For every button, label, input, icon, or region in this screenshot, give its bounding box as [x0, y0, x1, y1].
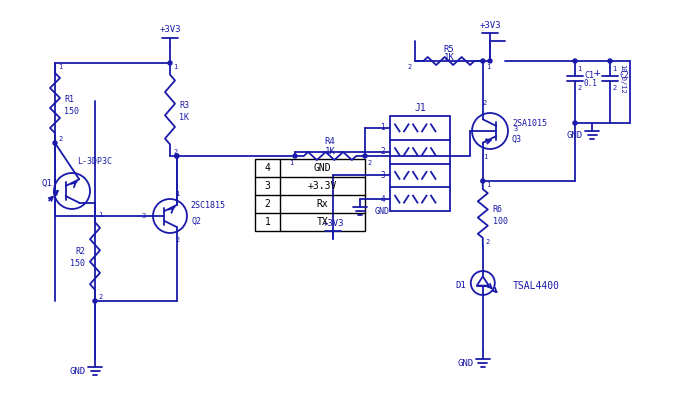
Text: 1: 1: [288, 160, 293, 166]
Text: 1: 1: [58, 64, 62, 70]
Text: 2: 2: [58, 136, 62, 142]
Circle shape: [293, 154, 297, 158]
Text: +3V3: +3V3: [322, 219, 344, 227]
Text: GND: GND: [70, 367, 86, 375]
Text: 2: 2: [367, 160, 371, 166]
Text: 4: 4: [380, 194, 385, 204]
Circle shape: [168, 61, 172, 65]
Text: L-3DP3C: L-3DP3C: [77, 156, 112, 166]
Text: 1: 1: [483, 154, 487, 160]
Text: 2: 2: [577, 85, 581, 91]
Text: 1K: 1K: [444, 53, 454, 63]
Circle shape: [481, 179, 485, 183]
Circle shape: [481, 59, 485, 63]
Circle shape: [573, 121, 577, 125]
Text: 3: 3: [514, 126, 518, 132]
Text: GND: GND: [567, 130, 583, 140]
Text: 2SC1815: 2SC1815: [190, 201, 225, 211]
Text: 1: 1: [577, 66, 581, 72]
Text: 1: 1: [486, 182, 490, 188]
Text: 2: 2: [175, 237, 179, 243]
Text: GND: GND: [375, 207, 390, 216]
Text: R3: R3: [179, 101, 189, 110]
Text: 0.1: 0.1: [584, 79, 598, 87]
Text: 150: 150: [70, 259, 85, 269]
Text: Q1: Q1: [41, 178, 52, 188]
Circle shape: [608, 59, 612, 63]
Circle shape: [175, 154, 178, 158]
Text: 1: 1: [265, 217, 270, 227]
Text: +3.3V: +3.3V: [308, 181, 337, 191]
Text: Q2: Q2: [192, 217, 202, 225]
Text: 1: 1: [486, 64, 490, 70]
Text: 2SA1015: 2SA1015: [512, 119, 547, 128]
Text: C1: C1: [584, 71, 594, 81]
Text: TSAL4400: TSAL4400: [513, 281, 560, 291]
Bar: [255, 159, 365, 231]
Text: 2: 2: [612, 85, 616, 91]
Text: 2: 2: [98, 294, 102, 300]
Text: GND: GND: [458, 358, 474, 367]
Text: 2: 2: [407, 64, 412, 70]
Text: TX: TX: [316, 217, 328, 227]
Text: 1: 1: [173, 64, 177, 70]
Text: 2: 2: [486, 239, 490, 245]
Bar: [390, 116, 450, 211]
Circle shape: [93, 299, 97, 303]
Text: D1: D1: [455, 282, 466, 290]
Circle shape: [573, 59, 577, 63]
Text: 1: 1: [175, 191, 179, 197]
Text: +: +: [594, 68, 600, 78]
Text: GND: GND: [314, 163, 331, 173]
Text: R6: R6: [493, 205, 503, 214]
Text: 3: 3: [380, 171, 385, 180]
Text: C2: C2: [619, 71, 629, 81]
Circle shape: [53, 141, 57, 145]
Text: R4: R4: [325, 138, 335, 146]
Text: +3V3: +3V3: [160, 26, 181, 34]
Text: 150: 150: [64, 107, 79, 115]
Text: J1: J1: [414, 103, 426, 113]
Circle shape: [363, 154, 367, 158]
Text: 2: 2: [483, 100, 487, 106]
Text: 3: 3: [265, 181, 270, 191]
Text: 1: 1: [380, 124, 385, 132]
Text: 10.0/12: 10.0/12: [619, 64, 625, 94]
Text: R2: R2: [75, 247, 85, 257]
Text: 2: 2: [173, 149, 177, 155]
Text: 2: 2: [380, 147, 385, 156]
Text: Q3: Q3: [512, 134, 522, 144]
Text: 3: 3: [141, 213, 146, 219]
Text: 100: 100: [493, 217, 507, 226]
Text: 1: 1: [612, 66, 616, 72]
Circle shape: [488, 59, 492, 63]
Text: Rx: Rx: [316, 199, 328, 209]
Text: 1: 1: [98, 212, 102, 218]
Text: R5: R5: [444, 45, 454, 53]
Text: +3V3: +3V3: [480, 20, 500, 30]
Text: 4: 4: [265, 163, 270, 173]
Text: 2: 2: [265, 199, 270, 209]
Text: 1K: 1K: [325, 146, 335, 156]
Circle shape: [175, 154, 178, 158]
Text: R1: R1: [64, 95, 74, 103]
Text: 1K: 1K: [179, 113, 189, 122]
